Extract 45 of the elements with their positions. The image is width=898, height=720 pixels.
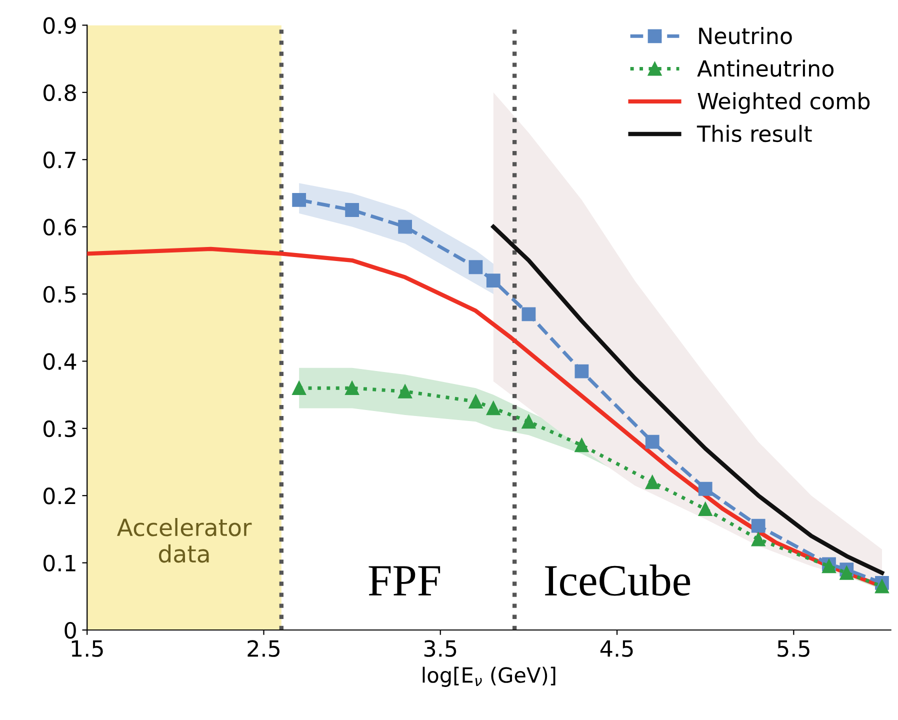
point bbox=[698, 502, 712, 516]
annotation: IceCube bbox=[545, 564, 690, 596]
band-label: Accelerator data bbox=[116, 518, 252, 563]
x-tick-label: 2.5 bbox=[248, 640, 280, 657]
point bbox=[698, 482, 712, 496]
point bbox=[751, 518, 766, 533]
point bbox=[751, 532, 766, 546]
point bbox=[574, 364, 589, 378]
y-tick-label: 0.6 bbox=[44, 218, 76, 236]
y-tick-label: 0.1 bbox=[44, 554, 76, 572]
point bbox=[486, 274, 500, 288]
y-tick-label: 0.5 bbox=[44, 286, 76, 303]
point bbox=[486, 401, 500, 416]
y-tick-label: 0.9 bbox=[44, 17, 76, 34]
annotation: FPF bbox=[368, 566, 440, 596]
point bbox=[292, 381, 306, 396]
legend-label: Neutrino bbox=[699, 27, 792, 44]
point bbox=[468, 260, 483, 274]
point bbox=[522, 414, 536, 429]
point bbox=[875, 579, 889, 594]
point bbox=[398, 384, 412, 398]
y-tick-label: 0.4 bbox=[44, 353, 76, 370]
point bbox=[645, 475, 660, 490]
point bbox=[345, 203, 360, 217]
legend-label: Weighted comb bbox=[698, 92, 870, 114]
point bbox=[398, 220, 412, 234]
x-tick-label: 5.5 bbox=[778, 640, 810, 657]
point bbox=[574, 438, 589, 452]
y-tick-label: 0.8 bbox=[44, 84, 76, 102]
y-tick-label: 0.7 bbox=[44, 152, 76, 168]
point bbox=[522, 307, 536, 322]
x-tick-label: 1.5 bbox=[72, 640, 103, 657]
point bbox=[645, 434, 660, 449]
legend-label: Antineutrino bbox=[697, 60, 834, 77]
legend-label: This result bbox=[696, 124, 812, 142]
y-tick-label: 0.2 bbox=[44, 488, 76, 504]
point bbox=[468, 394, 483, 408]
point bbox=[292, 192, 306, 207]
y-tick-label: 0.3 bbox=[44, 420, 76, 438]
y-tick-label: 0 bbox=[64, 622, 76, 639]
point bbox=[345, 381, 360, 396]
x-axis-title: log[E$_{ν}$ (GeV)] bbox=[422, 666, 556, 687]
point bbox=[840, 566, 854, 580]
x-tick-label: 4.5 bbox=[600, 640, 633, 657]
x-tick-label: 3.5 bbox=[424, 640, 456, 657]
